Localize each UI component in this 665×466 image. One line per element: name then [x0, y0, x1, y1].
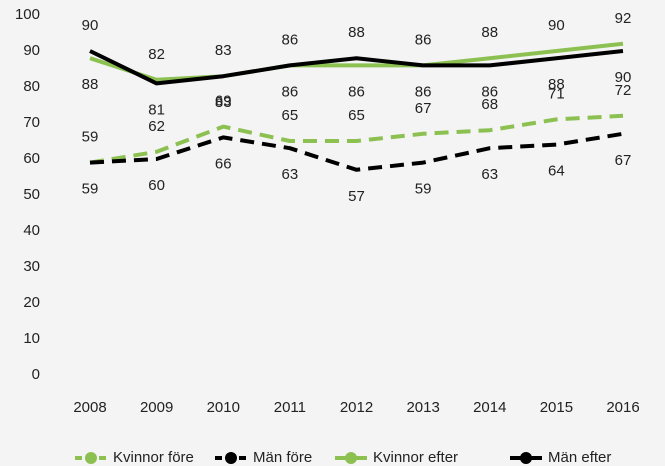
data-label: 90 — [548, 17, 565, 34]
legend-label: Kvinnor efter — [373, 449, 458, 466]
y-tick-label: 30 — [23, 258, 40, 275]
x-tick-label: 2009 — [140, 399, 173, 416]
data-label: 86 — [481, 83, 498, 100]
data-label: 83 — [215, 42, 232, 59]
data-label: 81 — [148, 101, 165, 118]
x-tick-label: 2016 — [606, 399, 639, 416]
x-tick-label: 2008 — [73, 399, 106, 416]
data-label: 68 — [481, 96, 498, 113]
x-tick-label: 2010 — [207, 399, 240, 416]
legend-marker — [85, 452, 97, 464]
data-label: 71 — [548, 85, 565, 102]
y-tick-label: 50 — [23, 186, 40, 203]
x-tick-label: 2014 — [473, 399, 506, 416]
y-tick-label: 10 — [23, 330, 40, 347]
data-label: 62 — [148, 118, 165, 135]
y-tick-label: 60 — [23, 150, 40, 167]
legend-label: Män efter — [548, 449, 611, 466]
y-tick-label: 20 — [23, 294, 40, 311]
y-tick-label: 0 — [32, 366, 40, 383]
data-label: 88 — [548, 76, 565, 93]
data-label: 86 — [415, 83, 432, 100]
data-label: 88 — [348, 24, 365, 41]
data-label: 57 — [348, 188, 365, 205]
legend-label: Män före — [253, 449, 312, 466]
x-tick-label: 2013 — [406, 399, 439, 416]
series-line — [89, 41, 624, 82]
data-label: 59 — [82, 181, 99, 198]
data-label: 86 — [282, 31, 299, 48]
data-label: 82 — [148, 46, 165, 63]
x-tick-label: 2012 — [340, 399, 373, 416]
series-line — [89, 131, 624, 172]
data-label: 90 — [82, 17, 99, 34]
y-tick-label: 90 — [23, 42, 40, 59]
data-label: 88 — [82, 76, 99, 93]
data-label: 86 — [282, 83, 299, 100]
y-tick-label: 40 — [23, 222, 40, 239]
data-label: 88 — [481, 24, 498, 41]
data-label: 64 — [548, 163, 565, 180]
legend-marker — [345, 452, 357, 464]
y-tick-label: 80 — [23, 78, 40, 95]
data-label: 65 — [348, 107, 365, 124]
series-line — [89, 49, 624, 86]
data-label: 69 — [215, 93, 232, 110]
data-label: 66 — [215, 155, 232, 172]
data-label: 59 — [82, 129, 99, 146]
data-label: 67 — [615, 152, 632, 169]
legend-marker — [225, 452, 237, 464]
data-label: 60 — [148, 177, 165, 194]
data-label: 90 — [615, 69, 632, 86]
y-tick-label: 70 — [23, 114, 40, 131]
data-label: 92 — [615, 10, 632, 27]
data-label: 86 — [415, 31, 432, 48]
series-line — [89, 113, 624, 165]
legend-marker — [520, 452, 532, 464]
data-label: 67 — [415, 100, 432, 117]
legend-label: Kvinnor före — [113, 449, 194, 466]
data-label: 83 — [215, 94, 232, 111]
y-tick-label: 100 — [15, 6, 40, 23]
data-label: 63 — [282, 166, 299, 183]
data-label: 59 — [415, 181, 432, 198]
data-label: 72 — [615, 82, 632, 99]
data-label: 86 — [348, 83, 365, 100]
data-label: 63 — [481, 166, 498, 183]
x-tick-label: 2015 — [540, 399, 573, 416]
data-label: 65 — [282, 107, 299, 124]
x-tick-label: 2011 — [274, 399, 306, 416]
